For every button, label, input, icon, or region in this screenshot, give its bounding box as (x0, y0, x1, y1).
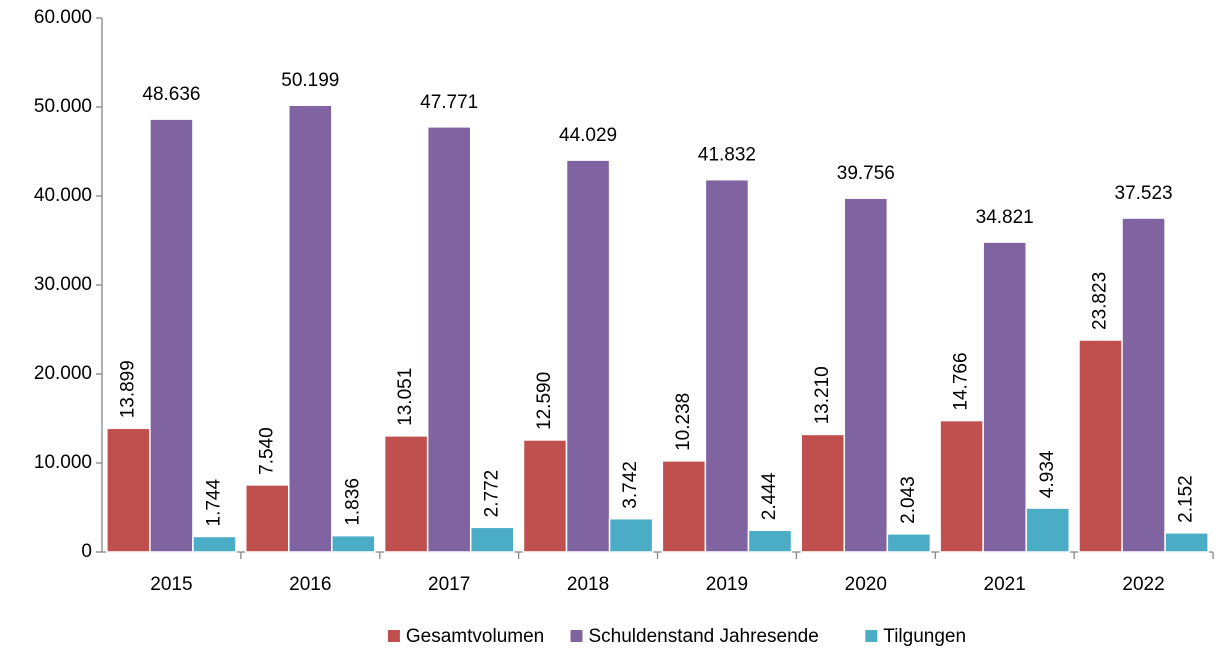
data-label: 41.832 (698, 145, 756, 166)
x-tick-label: 2020 (845, 574, 887, 595)
bar (192, 535, 237, 553)
bar (608, 517, 654, 553)
bar (886, 533, 932, 553)
data-label: 1.836 (342, 478, 363, 526)
legend-swatch (387, 630, 400, 642)
bar (244, 484, 290, 553)
data-label: 13.210 (812, 366, 833, 424)
y-tick-label: 60.000 (34, 7, 92, 28)
data-label: 2.152 (1176, 475, 1197, 523)
bar (106, 427, 151, 553)
bar (1078, 339, 1123, 553)
x-tick-label: 2021 (984, 574, 1026, 595)
x-tick-label: 2016 (289, 574, 331, 595)
data-label: 7.540 (256, 427, 277, 475)
bar (331, 534, 376, 553)
legend-swatch (865, 630, 878, 642)
data-label: 23.823 (1090, 272, 1111, 330)
bar (469, 526, 515, 553)
y-tick-label: 20.000 (34, 363, 92, 384)
y-tick-label: 50.000 (34, 96, 92, 117)
data-label: 1.744 (204, 478, 225, 526)
legend-swatch (570, 630, 583, 642)
data-label: 37.523 (1115, 183, 1173, 204)
y-tick-label: 30.000 (34, 274, 92, 295)
legend-label: Schuldenstand Jahresende (589, 626, 819, 647)
y-tick-label: 0 (81, 541, 92, 562)
bar (565, 159, 611, 553)
x-tick-label: 2015 (150, 574, 192, 595)
bar (426, 126, 472, 553)
bar (149, 118, 194, 553)
data-label: 10.238 (673, 393, 694, 451)
x-tick-label: 2018 (567, 574, 609, 595)
y-tick-label: 40.000 (34, 185, 92, 206)
bar (1164, 532, 1209, 553)
data-label: 13.899 (117, 360, 138, 418)
data-label: 50.199 (281, 70, 339, 91)
data-label: 2.043 (898, 476, 919, 524)
data-label: 13.051 (395, 368, 416, 426)
data-label: 39.756 (837, 163, 895, 184)
bar (383, 435, 429, 553)
data-label: 2.772 (481, 470, 502, 518)
data-label: 34.821 (976, 207, 1034, 228)
bar (1025, 507, 1071, 553)
bar (1121, 217, 1166, 553)
x-tick-label: 2022 (1122, 574, 1164, 595)
x-tick-label: 2019 (706, 574, 748, 595)
bar (522, 439, 568, 553)
bar (939, 419, 984, 553)
bar (747, 529, 793, 553)
bar (843, 197, 889, 553)
legend-label: Gesamtvolumen (406, 626, 544, 647)
data-label: 48.636 (142, 84, 200, 105)
bar (982, 241, 1027, 553)
bar (704, 178, 750, 553)
data-label: 12.590 (534, 372, 555, 430)
data-label: 2.444 (759, 472, 780, 520)
data-label: 44.029 (559, 125, 617, 146)
legend-label: Tilgungen (883, 626, 966, 647)
data-label: 4.934 (1037, 450, 1058, 498)
x-tick-label: 2017 (428, 574, 470, 595)
bar (288, 104, 333, 553)
data-label: 14.766 (951, 352, 972, 410)
data-label: 3.742 (620, 461, 641, 509)
bar (800, 433, 846, 553)
bar (661, 460, 707, 553)
y-tick-label: 10.000 (34, 452, 92, 473)
data-label: 47.771 (420, 92, 478, 113)
